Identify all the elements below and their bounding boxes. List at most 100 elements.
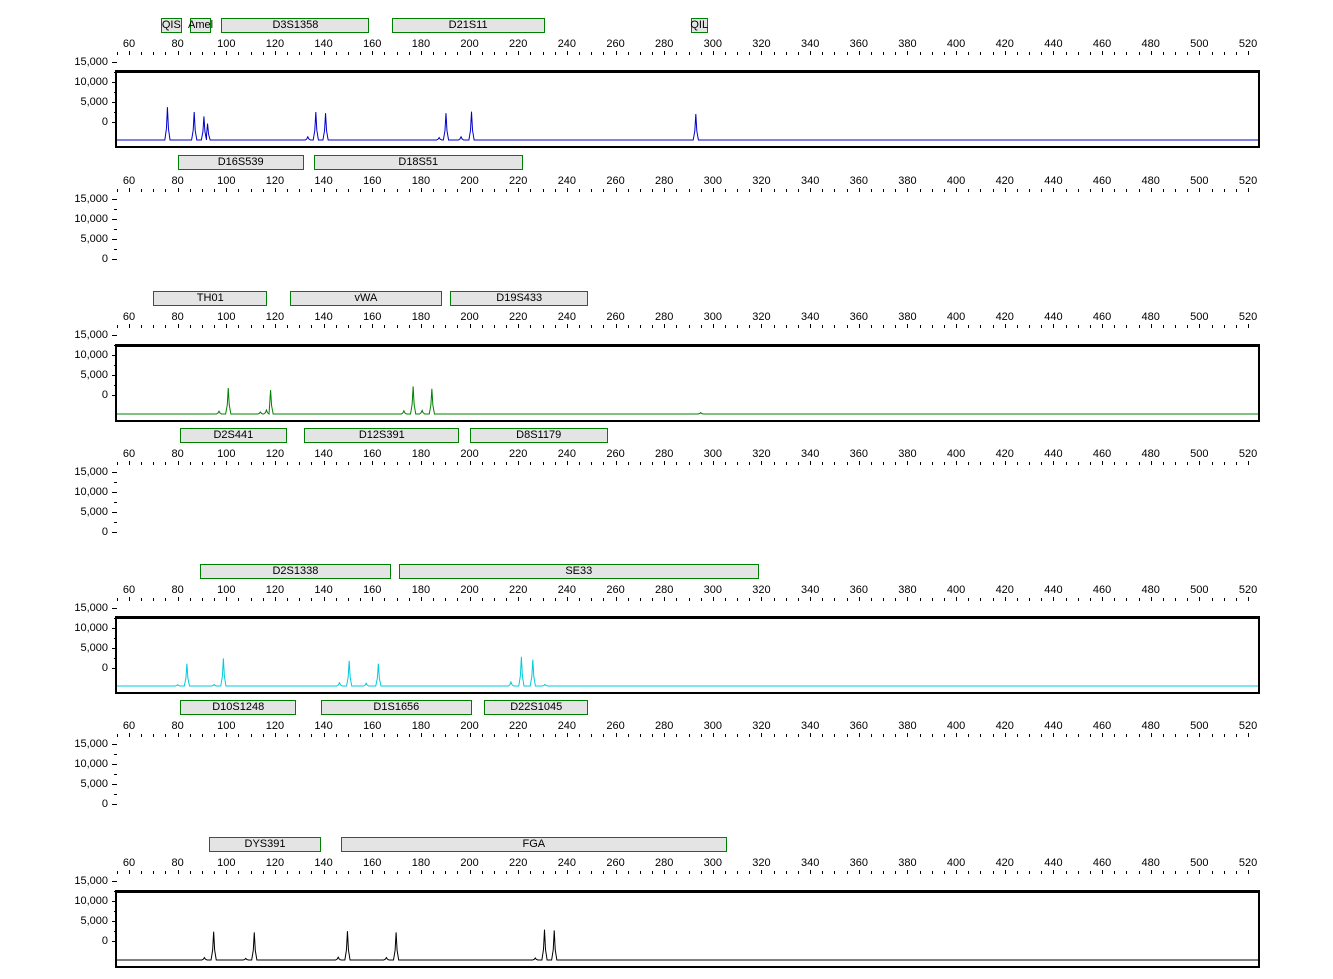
x-minor-tick xyxy=(627,462,629,465)
y-tick-label-5000: 5,000 xyxy=(80,233,108,245)
x-tick-label-380: 380 xyxy=(898,584,917,596)
x-tick-label-80: 80 xyxy=(171,584,184,596)
marker-box-D21S11[interactable]: D21S11 xyxy=(391,18,545,33)
x-minor-tick xyxy=(688,325,690,328)
x-minor-tick xyxy=(627,598,629,601)
plot-area-cyan-channel[interactable] xyxy=(115,616,1260,694)
x-major-tick xyxy=(1004,51,1006,55)
x-minor-tick xyxy=(542,52,544,55)
x-minor-tick xyxy=(1223,598,1225,601)
x-axis-labels: 60 80 100 120 140 160 180 200 220 240 260 280 300 320… xyxy=(117,857,1262,870)
x-tick-label-460: 460 xyxy=(1092,448,1112,460)
x-minor-tick xyxy=(1089,52,1091,55)
x-axis-labels: 60 80 100 120 140 160 180 200 220 240 260 280 300 320… xyxy=(117,448,1262,461)
marker-box-D18S51[interactable]: D18S51 xyxy=(313,155,523,170)
marker-box-D19S433[interactable]: D19S433 xyxy=(450,291,589,306)
y-major-tick xyxy=(112,532,117,533)
y-major-tick xyxy=(112,375,117,376)
x-tick-label-220: 220 xyxy=(509,448,528,460)
x-minor-tick xyxy=(652,598,654,601)
x-minor-tick xyxy=(591,189,593,192)
x-minor-tick xyxy=(992,325,994,328)
plot-area-green-channel[interactable] xyxy=(115,344,1260,422)
x-minor-tick xyxy=(433,52,435,55)
marker-box-FGA[interactable]: FGA xyxy=(340,837,727,852)
x-minor-tick xyxy=(311,189,313,192)
x-major-tick xyxy=(810,51,812,55)
marker-box-D2S1338[interactable]: D2S1338 xyxy=(199,564,392,579)
x-minor-tick xyxy=(931,871,933,874)
x-major-tick xyxy=(1150,870,1152,874)
y-tick-label-10000: 10,000 xyxy=(74,622,108,634)
x-tick-label-160: 160 xyxy=(363,175,382,187)
x-minor-tick xyxy=(1235,598,1237,601)
x-major-tick xyxy=(128,870,130,874)
x-minor-tick xyxy=(311,734,313,737)
x-minor-tick xyxy=(1016,598,1018,601)
y-minor-tick xyxy=(114,345,117,346)
x-minor-tick xyxy=(1077,189,1079,192)
x-minor-tick xyxy=(676,598,678,601)
marker-box-TH01[interactable]: TH01 xyxy=(153,291,268,306)
x-tick-label-520: 520 xyxy=(1238,584,1258,596)
y-tick-label-0: 0 xyxy=(101,662,108,674)
x-minor-tick xyxy=(1223,325,1225,328)
y-minor-tick xyxy=(114,209,117,210)
marker-box-Amel[interactable]: Amel xyxy=(188,18,214,33)
x-minor-tick xyxy=(870,462,872,465)
x-tick-label-440: 440 xyxy=(1044,720,1063,732)
x-minor-tick xyxy=(980,189,982,192)
x-major-tick xyxy=(177,188,179,192)
plot-area-black-channel[interactable] xyxy=(115,890,1260,968)
x-minor-tick xyxy=(591,52,593,55)
y-minor-tick xyxy=(114,931,117,932)
marker-box-D16S539[interactable]: D16S539 xyxy=(177,155,304,170)
marker-box-D12S391[interactable]: D12S391 xyxy=(304,428,460,443)
x-major-tick xyxy=(1004,870,1006,874)
x-minor-tick xyxy=(445,462,447,465)
x-minor-tick xyxy=(1114,734,1116,737)
x-minor-tick xyxy=(1041,189,1043,192)
x-minor-tick xyxy=(883,189,885,192)
x-major-tick xyxy=(1053,733,1055,737)
x-minor-tick xyxy=(1016,189,1018,192)
x-tick-label-320: 320 xyxy=(752,584,771,596)
x-major-tick xyxy=(664,733,666,737)
marker-box-D2S441[interactable]: D2S441 xyxy=(180,428,287,443)
marker-box-D1S1656[interactable]: D1S1656 xyxy=(321,700,472,715)
x-major-tick xyxy=(420,597,422,601)
x-major-tick xyxy=(664,461,666,465)
x-tick-label-460: 460 xyxy=(1092,584,1112,596)
marker-box-D8S1179[interactable]: D8S1179 xyxy=(469,428,608,443)
plot-area-blue-channel[interactable] xyxy=(115,70,1260,148)
x-minor-tick xyxy=(1016,734,1018,737)
marker-label-row: D2S1338 SE33 xyxy=(117,564,1262,580)
x-minor-tick xyxy=(445,734,447,737)
x-major-tick xyxy=(128,188,130,192)
marker-box-D10S1248[interactable]: D10S1248 xyxy=(180,700,297,715)
x-major-tick xyxy=(858,870,860,874)
marker-box-D22S1045[interactable]: D22S1045 xyxy=(484,700,589,715)
marker-box-SE33[interactable]: SE33 xyxy=(399,564,759,579)
x-minor-tick xyxy=(700,734,702,737)
x-minor-tick xyxy=(554,598,556,601)
marker-box-QIS[interactable]: QIS xyxy=(160,18,183,33)
x-tick-label-460: 460 xyxy=(1092,720,1112,732)
marker-box-DYS391[interactable]: DYS391 xyxy=(209,837,321,852)
x-major-tick xyxy=(1150,597,1152,601)
y-tick-label-15000: 15,000 xyxy=(74,193,108,205)
x-minor-tick xyxy=(919,598,921,601)
marker-box-vWA[interactable]: vWA xyxy=(289,291,443,306)
x-minor-tick xyxy=(968,462,970,465)
x-minor-tick xyxy=(652,189,654,192)
x-minor-tick xyxy=(542,189,544,192)
marker-box-QIL[interactable]: QIL xyxy=(690,18,709,33)
marker-box-D3S1358[interactable]: D3S1358 xyxy=(221,18,370,33)
x-major-tick xyxy=(1004,324,1006,328)
x-major-tick xyxy=(518,733,520,737)
x-minor-tick xyxy=(1235,189,1237,192)
x-minor-tick xyxy=(943,462,945,465)
x-major-tick xyxy=(518,51,520,55)
x-major-tick xyxy=(907,188,909,192)
x-minor-tick xyxy=(749,189,751,192)
